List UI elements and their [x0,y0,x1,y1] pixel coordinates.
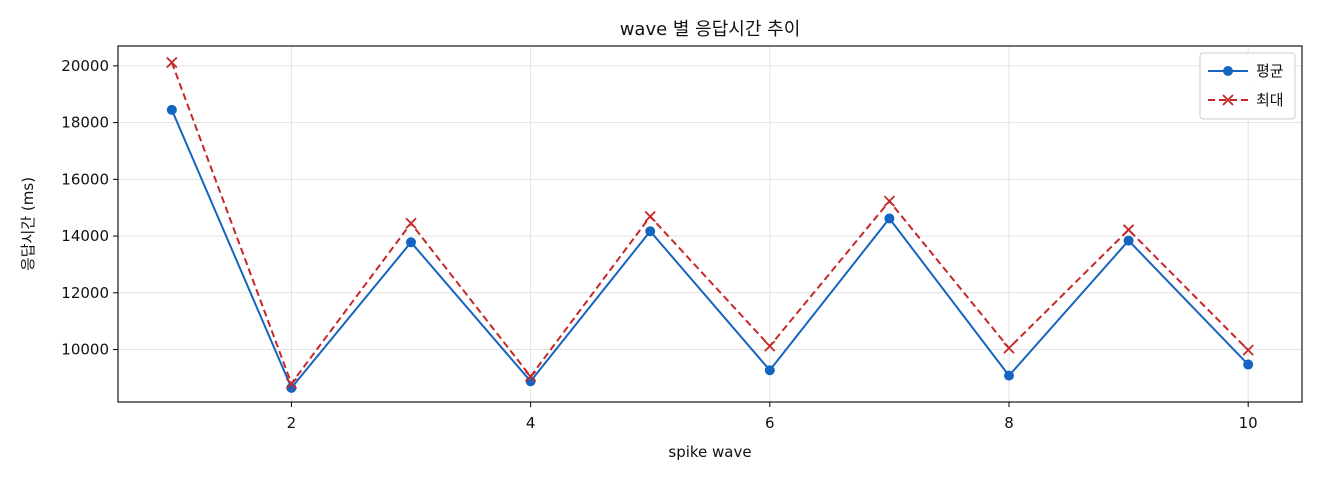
y-tick-label: 20000 [61,57,109,75]
data-point [645,226,656,237]
data-point-stroke [883,195,896,207]
data-point-stroke [524,370,537,383]
data-point-stroke [1003,342,1015,354]
data-point [524,370,537,383]
data-point [764,340,776,352]
x-tick-label: 10 [1239,414,1258,432]
series-최대 [166,56,1254,390]
data-point [405,217,417,229]
y-tick-label: 12000 [61,284,109,302]
axis-ticks: 2 4 6 8 10 10000 12000 14000 16000 18000 20000 [61,57,1257,432]
x-tick-label: 4 [526,414,536,432]
legend-item: 최대 [1208,91,1284,109]
data-point-stroke [1122,224,1135,236]
y-tick-label: 10000 [61,341,109,359]
y-axis-label: 응답시간 (ms) [19,177,37,271]
y-tick-label: 18000 [61,114,109,132]
data-point [764,365,775,376]
chart-title: wave 별 응답시간 추이 [620,19,801,40]
x-tick-label: 6 [765,414,775,432]
legend-label: 최대 [1256,91,1284,109]
data-point-stroke [285,377,298,390]
data-point [166,104,177,115]
legend-marker [1223,66,1233,76]
legend-marker [1222,94,1234,106]
data-point [406,237,417,248]
legend-item: 평균 [1208,62,1284,80]
x-tick-label: 8 [1004,414,1014,432]
data-point [1003,370,1014,381]
legend-label: 평균 [1256,62,1284,80]
data-point [1003,342,1015,354]
data-point [166,56,178,69]
series-line [170,62,1249,385]
data-point [1242,344,1254,356]
data-point [1123,235,1134,246]
data-point-stroke [166,56,178,69]
y-tick-label: 16000 [61,170,109,188]
data-point-stroke [764,340,776,352]
x-tick-label: 2 [287,414,297,432]
data-point [1243,359,1254,370]
data-point [525,376,536,387]
y-tick-label: 14000 [61,227,109,245]
data-point [644,210,656,223]
plot-frame [117,45,1303,403]
data-point-stroke [1242,344,1254,356]
x-axis-label: spike wave [668,443,751,461]
series-line [170,109,1249,389]
data-point [285,377,298,390]
grid-lines [118,46,1302,402]
data-point [884,213,895,224]
data-point [883,195,896,207]
data-point-stroke [405,217,417,229]
data-point [1122,224,1135,236]
data-point-stroke [644,210,656,223]
